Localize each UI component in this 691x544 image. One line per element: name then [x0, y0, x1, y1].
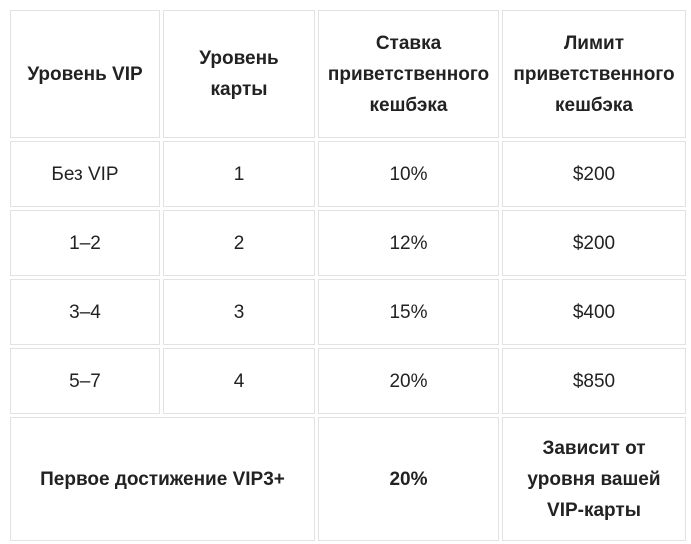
cell: 2	[163, 210, 315, 276]
cell: 15%	[318, 279, 499, 345]
row: 1–2 2 12% $200	[10, 210, 686, 276]
footer-cell: Первое достижение VIP3+	[10, 417, 315, 541]
cell: 20%	[318, 348, 499, 414]
cell: 10%	[318, 141, 499, 207]
cell: 4	[163, 348, 315, 414]
row: Без VIP 1 10% $200	[10, 141, 686, 207]
cell: $200	[502, 141, 686, 207]
footer-row: Первое достижение VIP3+ 20% Зависит от у…	[10, 417, 686, 541]
row: 5–7 4 20% $850	[10, 348, 686, 414]
footer-cell: 20%	[318, 417, 499, 541]
header-cell: Ставка приветственного кешбэка	[318, 10, 499, 138]
cell: 3–4	[10, 279, 160, 345]
cell: 5–7	[10, 348, 160, 414]
cell: Без VIP	[10, 141, 160, 207]
cell: $200	[502, 210, 686, 276]
header-cell: Лимит приветственного кешбэка	[502, 10, 686, 138]
header-row: Уровень VIP Уровень карты Ставка приветс…	[10, 10, 686, 138]
header-cell: Уровень VIP	[10, 10, 160, 138]
cell: 12%	[318, 210, 499, 276]
cell: 3	[163, 279, 315, 345]
footer-cell: Зависит от уровня вашей VIP-карты	[502, 417, 686, 541]
cell: 1–2	[10, 210, 160, 276]
cell: $850	[502, 348, 686, 414]
cell: 1	[163, 141, 315, 207]
header-cell: Уровень карты	[163, 10, 315, 138]
row: 3–4 3 15% $400	[10, 279, 686, 345]
cell: $400	[502, 279, 686, 345]
vip-table: Уровень VIP Уровень карты Ставка приветс…	[7, 7, 689, 544]
